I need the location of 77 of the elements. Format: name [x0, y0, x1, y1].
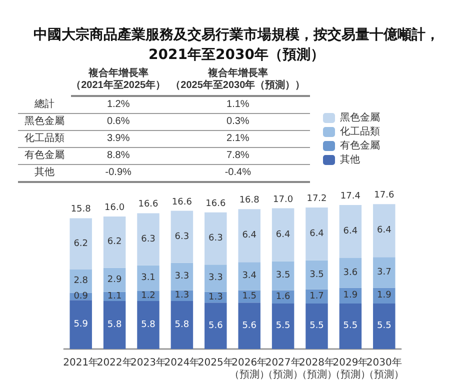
data-label: 5.6	[208, 320, 224, 331]
x-tick-label: 2021年	[63, 356, 99, 368]
data-label: 6.4	[276, 230, 290, 240]
data-label: 6.3	[141, 234, 156, 244]
data-label: 2.9	[107, 274, 122, 285]
text: 總計	[33, 98, 56, 112]
data-label: 1.3	[208, 292, 223, 302]
text: 其他	[33, 166, 56, 180]
data-label: 1.2	[141, 291, 156, 302]
data-label: 5.5	[343, 321, 358, 332]
data-label: 6.4	[376, 226, 392, 236]
x-tick-label: 2024年	[164, 356, 200, 368]
data-label: 3.3	[174, 272, 190, 282]
data-label: 3.3	[208, 273, 223, 284]
data-label: 5.8	[107, 320, 122, 330]
data-label: 1.9	[343, 290, 358, 301]
data-label: 5.6	[242, 320, 257, 331]
total-label: 16.8	[239, 196, 260, 206]
x-tick-label: 2025年	[198, 356, 234, 368]
data-label: 5.5	[310, 321, 324, 332]
data-label: 3.6	[343, 268, 358, 278]
data-label: 3.5	[310, 270, 324, 280]
data-label: 5.8	[141, 320, 156, 330]
data-label: 5.8	[174, 320, 190, 330]
legend-label: 化工品類	[340, 126, 380, 138]
text: -0.9%	[104, 166, 132, 180]
data-label: 3.4	[242, 271, 257, 282]
data-label: 6.3	[208, 233, 223, 244]
legend-label: 黑色金屬	[340, 112, 380, 124]
text: 有色金屬	[23, 148, 66, 163]
x-tick-label: 2023年	[130, 356, 166, 368]
data-label: 6.3	[174, 232, 190, 242]
total-label: 16.6	[172, 197, 192, 208]
text: 2.1%	[226, 132, 250, 146]
legend-label: 有色金屬	[340, 140, 380, 152]
data-label: 3.7	[376, 267, 392, 278]
text: -0.4%	[224, 166, 252, 180]
data-label: 1.9	[376, 290, 392, 301]
data-label: 1.5	[242, 291, 257, 302]
total-label: 16.6	[138, 200, 159, 210]
data-label: 1.3	[174, 290, 190, 301]
text: 8.8%	[106, 149, 131, 163]
chart-title: 中國大宗商品產業服務及交易行業市場規模，按交易量十億噸計， 2021年至2030年（預測）	[34, 26, 440, 63]
total-label: 16.0	[104, 203, 125, 214]
legend-label: 其他	[340, 154, 360, 166]
text: 複合年增長率（2021年至2025年）	[70, 66, 166, 96]
total-label: 17.0	[273, 194, 294, 205]
data-label: 1.7	[310, 291, 324, 302]
text: 1.2%	[106, 98, 131, 112]
data-label: 6.2	[74, 238, 88, 249]
text: 1.1%	[226, 98, 250, 112]
data-label: 3.5	[276, 270, 290, 281]
data-label: 5.9	[74, 320, 88, 330]
total-label: 17.4	[340, 191, 361, 202]
data-label: 0.9	[74, 291, 88, 302]
data-label: 6.4	[343, 226, 358, 236]
text: 化工品類	[23, 132, 66, 146]
data-label: 5.5	[276, 321, 290, 332]
total-label: 15.8	[70, 204, 92, 215]
data-label: 1.1	[107, 291, 122, 302]
data-label: 2.8	[74, 276, 88, 286]
text: 複合年增長率（2025年至2030年（預測））	[166, 66, 310, 96]
data-label: 6.4	[310, 228, 324, 239]
data-label: 3.1	[141, 273, 156, 284]
data-label: 5.5	[376, 321, 392, 332]
x-tick-label: 2022年	[96, 356, 132, 368]
total-label: 17.6	[374, 190, 394, 201]
data-label: 6.2	[107, 237, 122, 248]
text: 7.8%	[226, 149, 250, 163]
text: 0.3%	[226, 115, 250, 129]
text: 0.6%	[106, 115, 131, 129]
data-label: 1.6	[276, 292, 290, 302]
total-label: 17.2	[306, 194, 327, 204]
total-label: 16.6	[206, 198, 226, 209]
text: 3.9%	[106, 132, 131, 146]
data-label: 6.4	[242, 230, 257, 241]
text: 黑色金屬	[23, 114, 66, 129]
